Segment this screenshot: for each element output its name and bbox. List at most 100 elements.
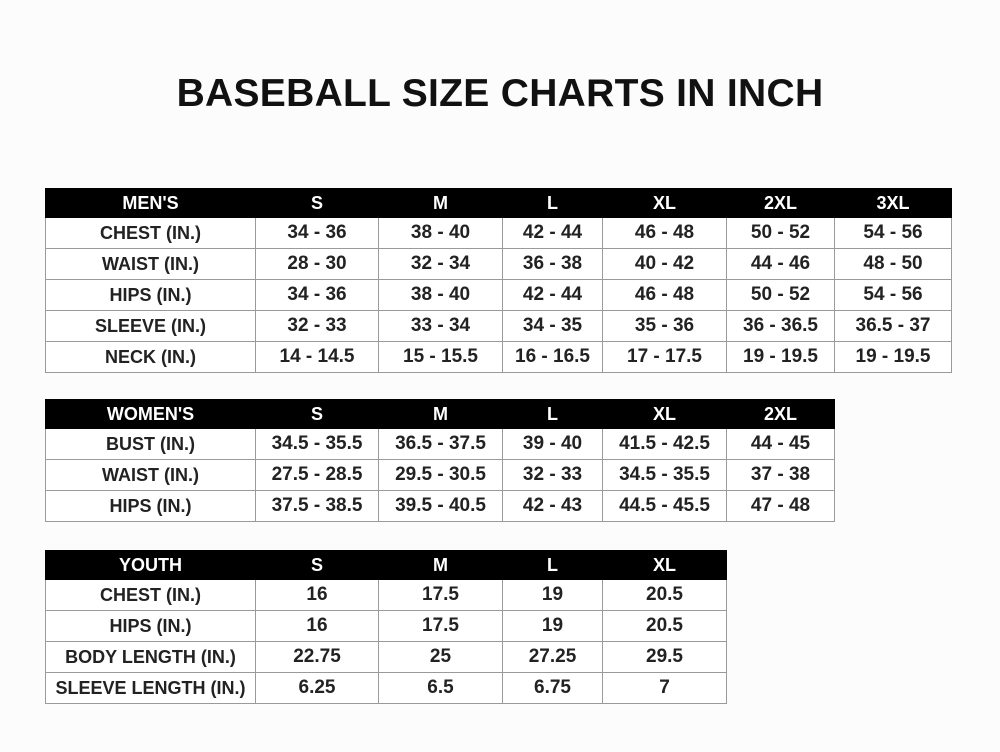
table-row: HIPS (IN.) 34 - 36 38 - 40 42 - 44 46 - 48 50… — [45, 279, 952, 311]
row-label: WAIST (IN.) — [45, 248, 256, 280]
cell: 46 - 48 — [602, 279, 727, 311]
cell: 36.5 - 37 — [834, 310, 952, 342]
cell: 54 - 56 — [834, 217, 952, 249]
cell: 28 - 30 — [255, 248, 379, 280]
header-cell: S — [255, 550, 379, 580]
row-label: NECK (IN.) — [45, 341, 256, 373]
cell: 20.5 — [602, 579, 727, 611]
header-cell: L — [502, 188, 603, 218]
cell: 19 — [502, 579, 603, 611]
table-row: HIPS (IN.) 37.5 - 38.5 39.5 - 40.5 42 - 43 4… — [45, 490, 835, 522]
header-cell: 2XL — [726, 399, 835, 429]
header-cell: M — [378, 188, 503, 218]
header-cell: M — [378, 550, 503, 580]
table-row: WAIST (IN.) 27.5 - 28.5 29.5 - 30.5 32 - 33… — [45, 459, 835, 491]
header-cell: XL — [602, 550, 727, 580]
cell: 33 - 34 — [378, 310, 503, 342]
cell: 27.25 — [502, 641, 603, 673]
cell: 29.5 — [602, 641, 727, 673]
cell: 44 - 46 — [726, 248, 835, 280]
cell: 41.5 - 42.5 — [602, 428, 727, 460]
header-cell: YOUTH — [45, 550, 256, 580]
cell: 16 — [255, 610, 379, 642]
size-table: MEN'S S M L XL 2XL 3XL CHEST (IN.) 34 - 36 38 - 4… — [45, 188, 952, 373]
cell: 19 - 19.5 — [834, 341, 952, 373]
header-cell: M — [378, 399, 503, 429]
cell: 34 - 36 — [255, 217, 379, 249]
size-table: YOUTH S M L XL CHEST (IN.) 16 17.5 19 20.5 HIPS (I… — [45, 550, 727, 704]
cell: 37.5 - 38.5 — [255, 490, 379, 522]
cell: 42 - 43 — [502, 490, 603, 522]
table-row: SLEEVE LENGTH (IN.) 6.25 6.5 6.75 7 — [45, 672, 727, 704]
cell: 34.5 - 35.5 — [255, 428, 379, 460]
table-row: NECK (IN.) 14 - 14.5 15 - 15.5 16 - 16.5 17 … — [45, 341, 952, 373]
cell: 36.5 - 37.5 — [378, 428, 503, 460]
cell: 27.5 - 28.5 — [255, 459, 379, 491]
cell: 6.25 — [255, 672, 379, 704]
cell: 32 - 34 — [378, 248, 503, 280]
header-cell: 2XL — [726, 188, 835, 218]
title: BASEBALL SIZE CHARTS IN INCH — [176, 72, 824, 115]
cell: 14 - 14.5 — [255, 341, 379, 373]
cell: 35 - 36 — [602, 310, 727, 342]
header-cell: WOMEN'S — [45, 399, 256, 429]
cell: 15 - 15.5 — [378, 341, 503, 373]
row-label: SLEEVE (IN.) — [45, 310, 256, 342]
table-row: BODY LENGTH (IN.) 22.75 25 27.25 29.5 — [45, 641, 727, 673]
cell: 39 - 40 — [502, 428, 603, 460]
cell: 17.5 — [378, 579, 503, 611]
row-label: CHEST (IN.) — [45, 217, 256, 249]
cell: 34.5 - 35.5 — [602, 459, 727, 491]
header-cell: S — [255, 188, 379, 218]
cell: 19 - 19.5 — [726, 341, 835, 373]
row-label: HIPS (IN.) — [45, 610, 256, 642]
cell: 32 - 33 — [255, 310, 379, 342]
header-row: MEN'S S M L XL 2XL 3XL — [45, 188, 952, 218]
header-cell: MEN'S — [45, 188, 256, 218]
cell: 22.75 — [255, 641, 379, 673]
cell: 48 - 50 — [834, 248, 952, 280]
cell: 50 - 52 — [726, 279, 835, 311]
table-row: BUST (IN.) 34.5 - 35.5 36.5 - 37.5 39 - 40 4… — [45, 428, 835, 460]
cell: 32 - 33 — [502, 459, 603, 491]
cell: 54 - 56 — [834, 279, 952, 311]
cell: 34 - 35 — [502, 310, 603, 342]
row-label: BUST (IN.) — [45, 428, 256, 460]
row-label: SLEEVE LENGTH (IN.) — [45, 672, 256, 704]
cell: 16 - 16.5 — [502, 341, 603, 373]
cell: 47 - 48 — [726, 490, 835, 522]
cell: 6.75 — [502, 672, 603, 704]
cell: 50 - 52 — [726, 217, 835, 249]
row-label: BODY LENGTH (IN.) — [45, 641, 256, 673]
header-cell: L — [502, 550, 603, 580]
table-row: CHEST (IN.) 34 - 36 38 - 40 42 - 44 46 - 48 5… — [45, 217, 952, 249]
cell: 6.5 — [378, 672, 503, 704]
cell: 34 - 36 — [255, 279, 379, 311]
cell: 44 - 45 — [726, 428, 835, 460]
cell: 44.5 - 45.5 — [602, 490, 727, 522]
size-table: WOMEN'S S M L XL 2XL BUST (IN.) 34.5 - 35.5 36.5… — [45, 399, 835, 522]
cell: 17.5 — [378, 610, 503, 642]
cell: 16 — [255, 579, 379, 611]
table-row: SLEEVE (IN.) 32 - 33 33 - 34 34 - 35 35 - 36… — [45, 310, 952, 342]
row-label: HIPS (IN.) — [45, 279, 256, 311]
header-cell: S — [255, 399, 379, 429]
cell: 40 - 42 — [602, 248, 727, 280]
cell: 17 - 17.5 — [602, 341, 727, 373]
row-label: WAIST (IN.) — [45, 459, 256, 491]
header-row: YOUTH S M L XL — [45, 550, 727, 580]
cell: 25 — [378, 641, 503, 673]
cell: 42 - 44 — [502, 217, 603, 249]
header-cell: XL — [602, 188, 727, 218]
cell: 46 - 48 — [602, 217, 727, 249]
row-label: HIPS (IN.) — [45, 490, 256, 522]
cell: 20.5 — [602, 610, 727, 642]
header-cell: 3XL — [834, 188, 952, 218]
cell: 7 — [602, 672, 727, 704]
cell: 36 - 36.5 — [726, 310, 835, 342]
cell: 38 - 40 — [378, 279, 503, 311]
header-cell: L — [502, 399, 603, 429]
header-cell: XL — [602, 399, 727, 429]
cell: 39.5 - 40.5 — [378, 490, 503, 522]
